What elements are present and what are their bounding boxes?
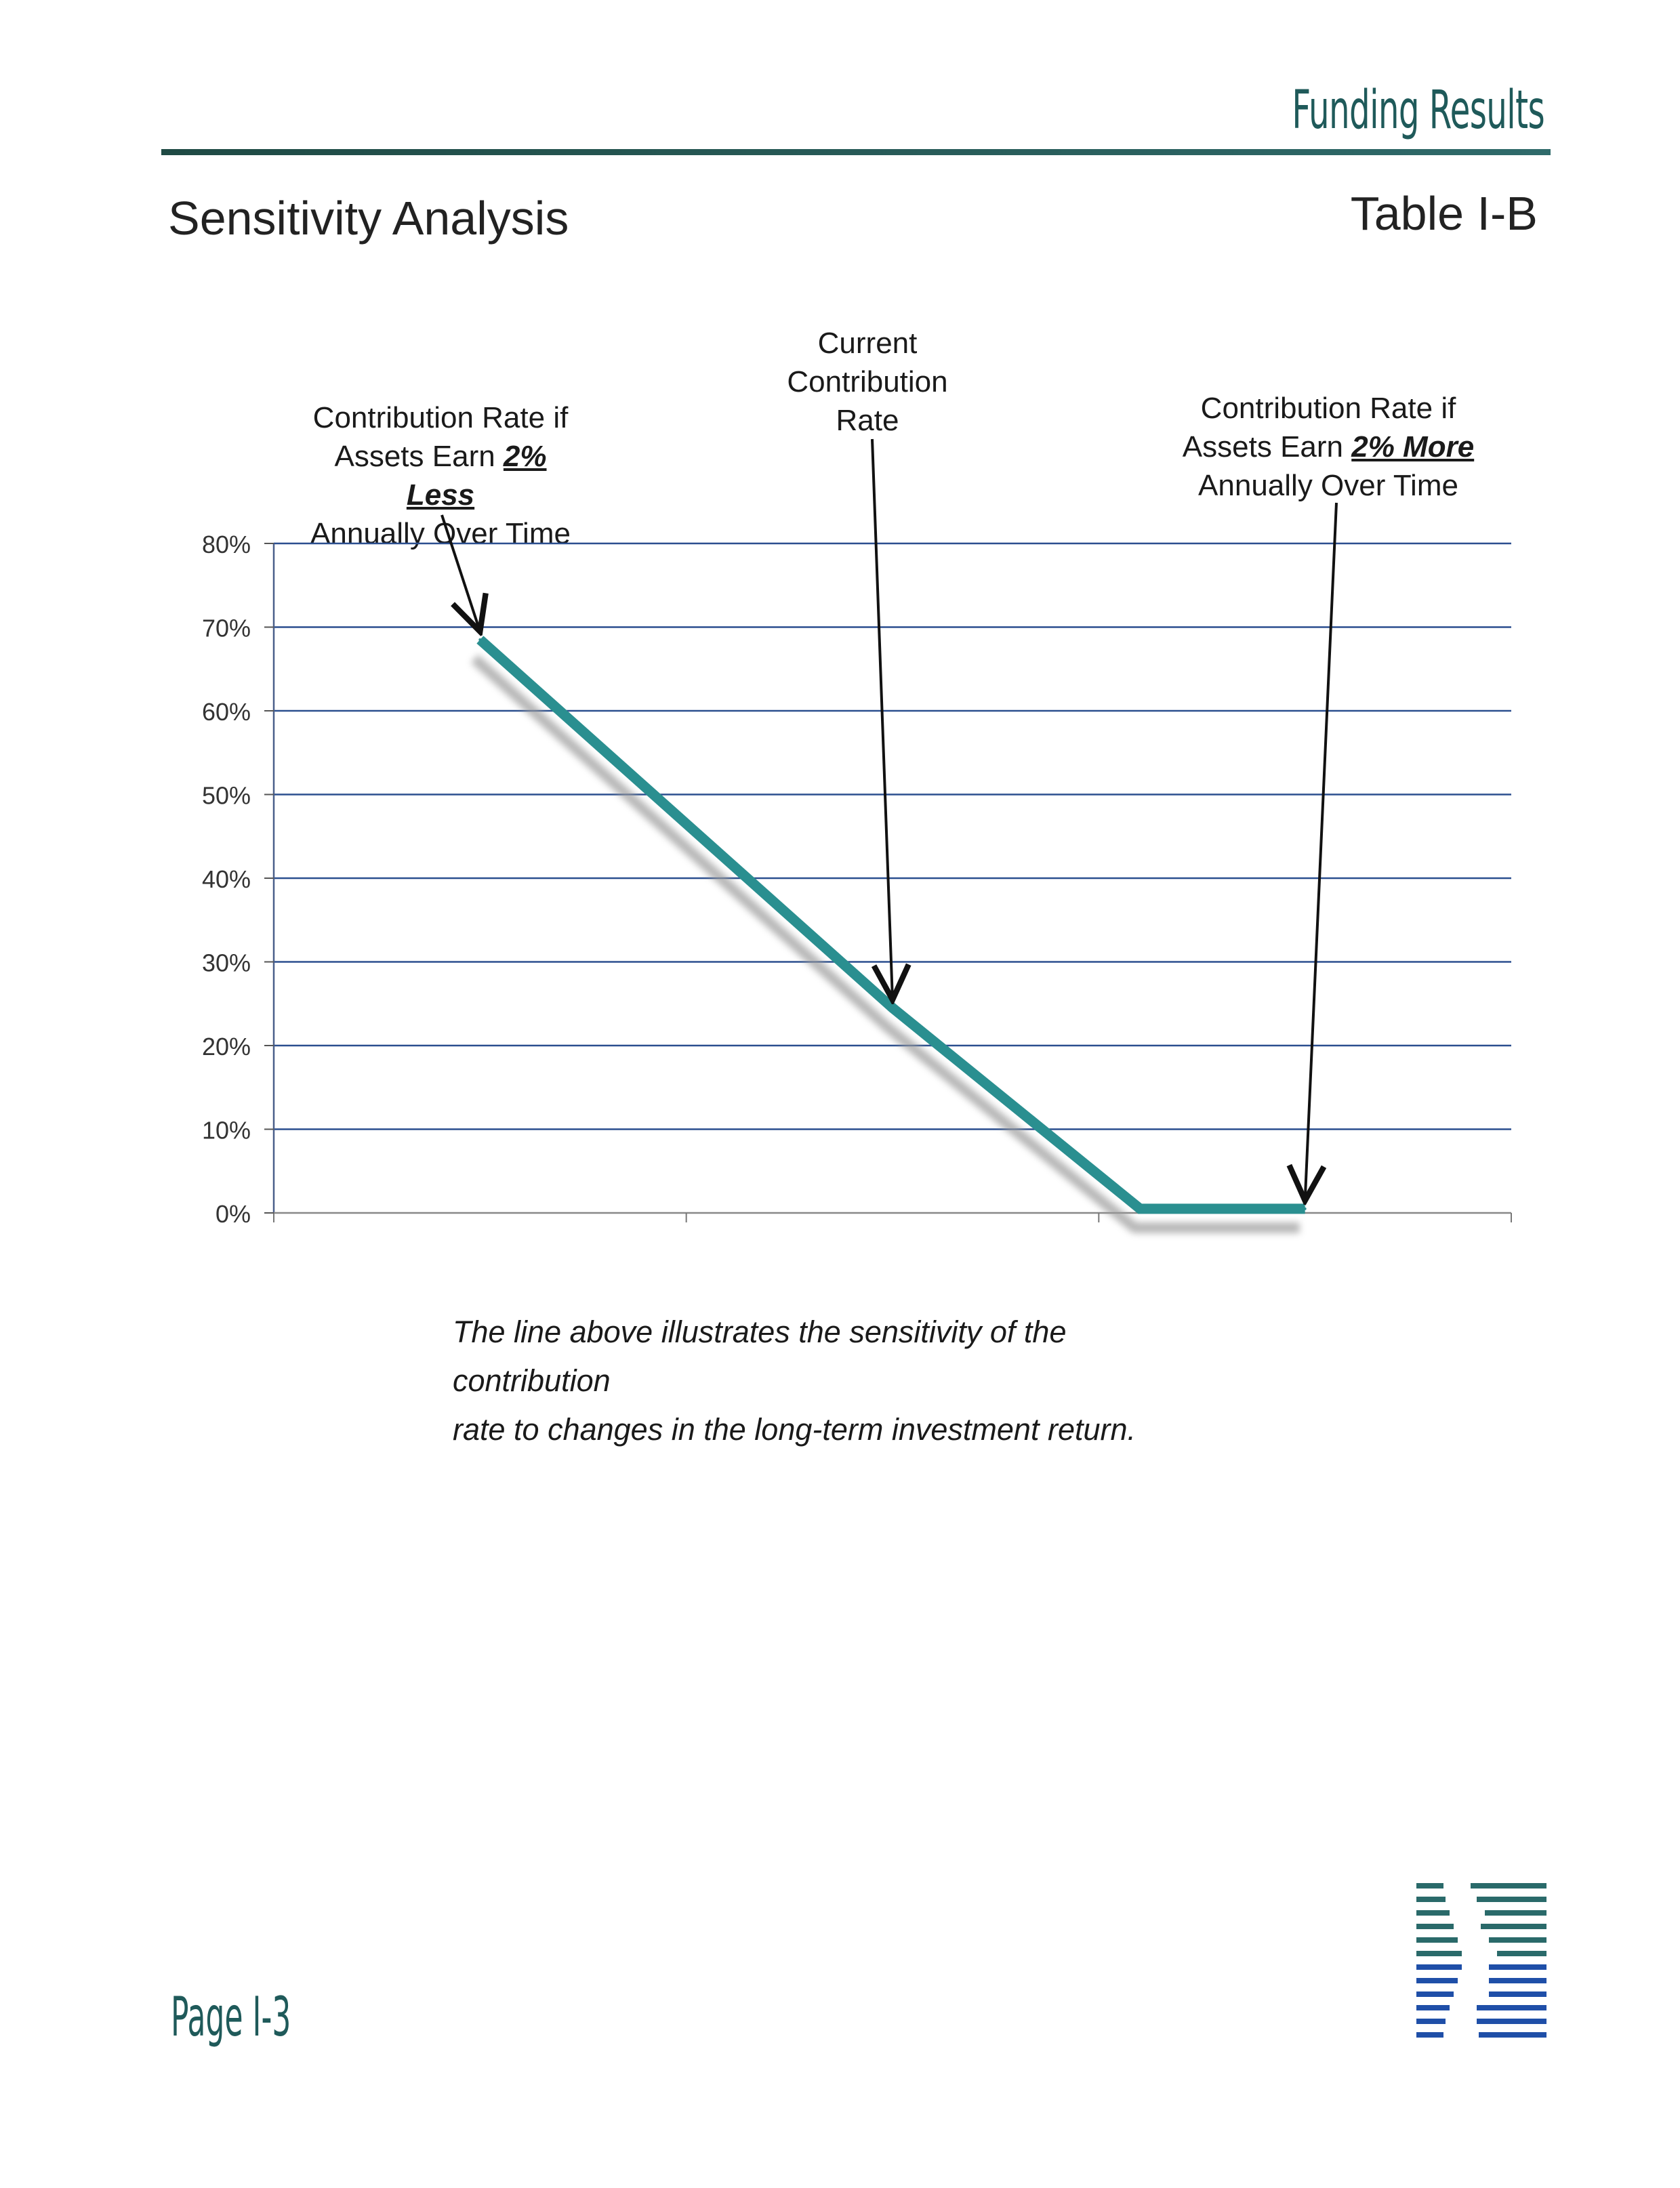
data-point	[891, 1006, 894, 1010]
y-tick-label: 40%	[202, 865, 251, 893]
callout-less-line1: Contribution Rate if	[312, 401, 569, 434]
logo-bar	[1471, 1883, 1546, 1888]
callout-less-line3: Annually Over Time	[310, 517, 571, 550]
header-rule	[161, 149, 1551, 155]
series-line	[476, 636, 1305, 1214]
table-id: Table I-B	[1350, 187, 1538, 240]
logo-bar	[1416, 1937, 1458, 1943]
data-point	[1139, 1207, 1142, 1210]
logo-bar	[1489, 1964, 1546, 1970]
y-tick-label: 20%	[202, 1033, 251, 1060]
callout-current-line2: Contribution	[787, 365, 948, 398]
logo-bar	[1416, 2032, 1443, 2038]
y-tick-label: 10%	[202, 1117, 251, 1144]
data-point	[478, 638, 482, 642]
y-tick-label: 0%	[216, 1200, 251, 1228]
arrow-less	[441, 514, 480, 632]
y-tick-label: 80%	[202, 531, 251, 558]
axes	[272, 543, 1512, 1222]
logo-bar	[1481, 1924, 1546, 1929]
grid-lines	[274, 542, 1511, 1130]
logo-bar	[1489, 1978, 1546, 1983]
callout-more: Contribution Rate if Assets Earn 2% More…	[1179, 389, 1477, 505]
series-layer	[471, 636, 1307, 1233]
y-tick-label: 60%	[202, 698, 251, 726]
logo-bar	[1416, 1910, 1450, 1916]
logo-bar	[1416, 1897, 1446, 1902]
caption-line1: The line above illustrates the sensitivi…	[453, 1315, 1067, 1398]
callout-more-line3: Annually Over Time	[1198, 469, 1458, 502]
logo-bar	[1416, 1883, 1443, 1888]
company-logo	[1416, 1883, 1546, 2038]
series-shadow	[471, 655, 1300, 1233]
section-title: Funding Results	[1292, 80, 1544, 141]
arrow-more	[1305, 502, 1338, 1201]
y-tick-label: 30%	[202, 949, 251, 977]
y-tick-label: 70%	[202, 615, 251, 642]
logo-bar	[1416, 1978, 1458, 1983]
y-tick-labels: 0% 10% 20% 30% 40% 50% 60% 70% 80%	[202, 531, 274, 1228]
logo-bar	[1477, 2019, 1546, 2024]
callout-current-line3: Rate	[836, 404, 899, 437]
callout-more-line1: Contribution Rate if	[1200, 392, 1456, 425]
callout-less-line2: Assets Earn 2% Less	[298, 437, 583, 514]
page-title: Sensitivity Analysis	[168, 192, 569, 245]
logo-bar	[1477, 2005, 1546, 2010]
callout-more-emphasis: 2% More	[1351, 430, 1475, 463]
logo-bar	[1416, 2005, 1450, 2010]
logo-bar	[1479, 2032, 1546, 2038]
arrow-current	[871, 438, 893, 999]
callout-arrows	[441, 438, 1338, 1201]
caption-line2: rate to changes in the long-term investm…	[453, 1412, 1136, 1447]
callout-current: Current Contribution Rate	[766, 324, 969, 440]
callout-more-line2: Assets Earn 2% More	[1179, 428, 1477, 466]
callout-more-prefix: Assets Earn	[1182, 430, 1352, 463]
logo-bar	[1489, 1937, 1546, 1943]
logo-bar	[1416, 1991, 1454, 1997]
logo-bar	[1485, 1910, 1546, 1916]
y-tick-label: 50%	[202, 782, 251, 810]
callout-less-emphasis: 2% Less	[406, 440, 547, 512]
page-number: Page I-3	[171, 1985, 291, 2048]
logo-bar	[1416, 1964, 1462, 1970]
logo-bar	[1416, 2019, 1446, 2024]
logo-bar	[1416, 1924, 1454, 1929]
callout-less: Contribution Rate if Assets Earn 2% Less…	[298, 398, 583, 553]
logo-bar	[1497, 1951, 1546, 1956]
logo-bar	[1477, 1897, 1546, 1902]
chart-caption: The line above illustrates the sensitivi…	[453, 1308, 1232, 1454]
callout-current-line1: Current	[817, 327, 918, 360]
logo-bar	[1416, 1951, 1462, 1956]
logo-bar	[1489, 1991, 1546, 1997]
callout-less-prefix: Assets Earn	[334, 440, 504, 473]
data-point	[1303, 1207, 1307, 1210]
